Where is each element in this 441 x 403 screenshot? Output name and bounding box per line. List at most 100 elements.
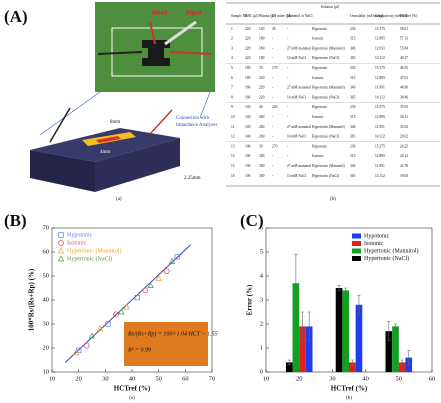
table-cell: 27 mM mannitol: [287, 46, 311, 50]
table-cell: -: [287, 144, 289, 148]
table-cell: 270: [272, 144, 278, 148]
bar: [336, 288, 343, 372]
y-tick-label: 70: [43, 224, 50, 231]
table-cell: 220: [245, 46, 251, 50]
legend-label: Hypotonic: [364, 233, 390, 239]
x-tick-label: 50: [155, 375, 162, 382]
table-cell: 220: [259, 95, 265, 99]
table-cell: 33.92: [400, 125, 408, 129]
y-tick-label: 50: [43, 272, 50, 279]
table-cell: 220: [259, 76, 265, 80]
caption: (a): [129, 396, 135, 401]
table-cell: -: [272, 115, 274, 119]
y-tick-label: 30: [43, 320, 50, 327]
table-cell: 24.25: [400, 144, 408, 148]
y-tick-label: 4: [260, 272, 264, 279]
table-cell: -: [287, 66, 289, 70]
table-cell: 40: [272, 27, 276, 31]
table-cell: 180: [245, 76, 251, 80]
table-cell: 300: [259, 174, 265, 178]
table-cell: 230: [350, 27, 356, 31]
table-cell: Hypertonic (NaCl): [312, 174, 340, 178]
table-cell: 12.895: [375, 115, 385, 119]
table-cell: 14 mM NaCl: [287, 56, 306, 60]
table-cell: 47.01: [400, 76, 408, 80]
table-cell: 140: [245, 115, 251, 119]
bar: [356, 305, 363, 372]
table-cell: 12: [231, 135, 235, 139]
table-cell: -: [272, 46, 274, 50]
table-cell: 365: [350, 135, 356, 139]
dimension-label: 2.25mm: [184, 176, 201, 181]
table-cell: 14 mM NaCl: [287, 135, 306, 139]
legend-marker: [58, 248, 63, 253]
table-cell: 27 mM mannitol: [287, 125, 311, 129]
table-cell: 180: [259, 56, 265, 60]
table-cell: 365: [350, 95, 356, 99]
y-axis-label: 100*Rs/(Rs+Rp) (%): [28, 268, 36, 331]
table-cell: 300: [259, 154, 265, 158]
table-cell: 15.375: [375, 66, 385, 70]
table-cell: Hypertonic (Mannitol): [312, 125, 345, 129]
table-cell: 11: [231, 125, 235, 129]
table-cell: 140: [245, 105, 251, 109]
table-cell: 230: [350, 66, 356, 70]
table-cell: 315: [350, 76, 356, 80]
photo-label: Blood: [152, 10, 168, 16]
y-axis-label: Error (%): [246, 284, 254, 315]
x-axis-label: HCTref (%): [114, 385, 151, 393]
table-cell: 55.84: [400, 46, 408, 50]
table-cell: 12.895: [375, 154, 385, 158]
table-cell: 140: [245, 125, 251, 129]
table-cell: 14: [231, 154, 235, 158]
table-cell: 36.11: [400, 115, 408, 119]
y-tick-label: 5: [260, 248, 263, 255]
table-cell: 9: [231, 105, 233, 109]
photo-note: Connection with: [176, 116, 210, 121]
table-cell: 15.375: [375, 105, 385, 109]
table-cell: -: [287, 76, 289, 80]
table-cell: 180: [245, 95, 251, 99]
table-cell: 260: [259, 135, 265, 139]
x-tick-label: 30: [102, 375, 109, 382]
table-cell: Hypertonic (NaCl): [312, 95, 340, 99]
table-cell: 24.12: [400, 154, 408, 158]
table-cell: 220: [259, 86, 265, 90]
table-cell: 70: [259, 66, 263, 70]
table-group-header: Solution (μl): [321, 5, 340, 9]
annotation-text: Rs/(Rs+Rp) = 100×1.04·HCT − 1.55: [127, 330, 218, 337]
table-cell: 13: [231, 144, 235, 148]
x-tick-label: 20: [75, 375, 82, 382]
bar: [392, 326, 399, 372]
table-cell: 315: [350, 37, 356, 41]
table-cell: 22.76: [400, 164, 408, 168]
table-cell: 14 mM NaCl: [287, 174, 306, 178]
y-tick-label: 60: [43, 248, 50, 255]
photo-note: Impedance Analyzer: [176, 123, 218, 128]
dimension-label: 8mm: [110, 120, 120, 125]
table-cell: Hypertonic (NaCl): [312, 56, 340, 60]
marker: [164, 269, 169, 274]
x-tick-label: 10: [49, 375, 56, 382]
table-cell: -: [272, 56, 274, 60]
table-cell: 11.991: [375, 164, 385, 168]
table-cell: 365: [350, 174, 356, 178]
table-cell: -: [272, 86, 274, 90]
legend-label: Hypertonic (NaCl): [67, 255, 112, 262]
panel-label: (B): [4, 211, 27, 230]
wire: [50, 108, 70, 142]
dimension-label: 4mm: [100, 150, 110, 155]
table-cell: 11.991: [375, 125, 385, 129]
table-cell: 140: [245, 135, 251, 139]
table-cell: -: [272, 174, 274, 178]
zoom-line: [40, 92, 100, 135]
table-cell: 365: [350, 56, 356, 60]
caption: (b): [346, 396, 352, 401]
table-cell: -: [287, 115, 289, 119]
table-cell: 27 mM mannitol: [287, 86, 311, 90]
table-cell: -: [272, 164, 274, 168]
y-tick-label: 2: [260, 320, 263, 327]
table-cell: 3: [231, 46, 233, 50]
table-cell: Isotonic: [312, 115, 324, 119]
table-cell: 315: [350, 115, 356, 119]
